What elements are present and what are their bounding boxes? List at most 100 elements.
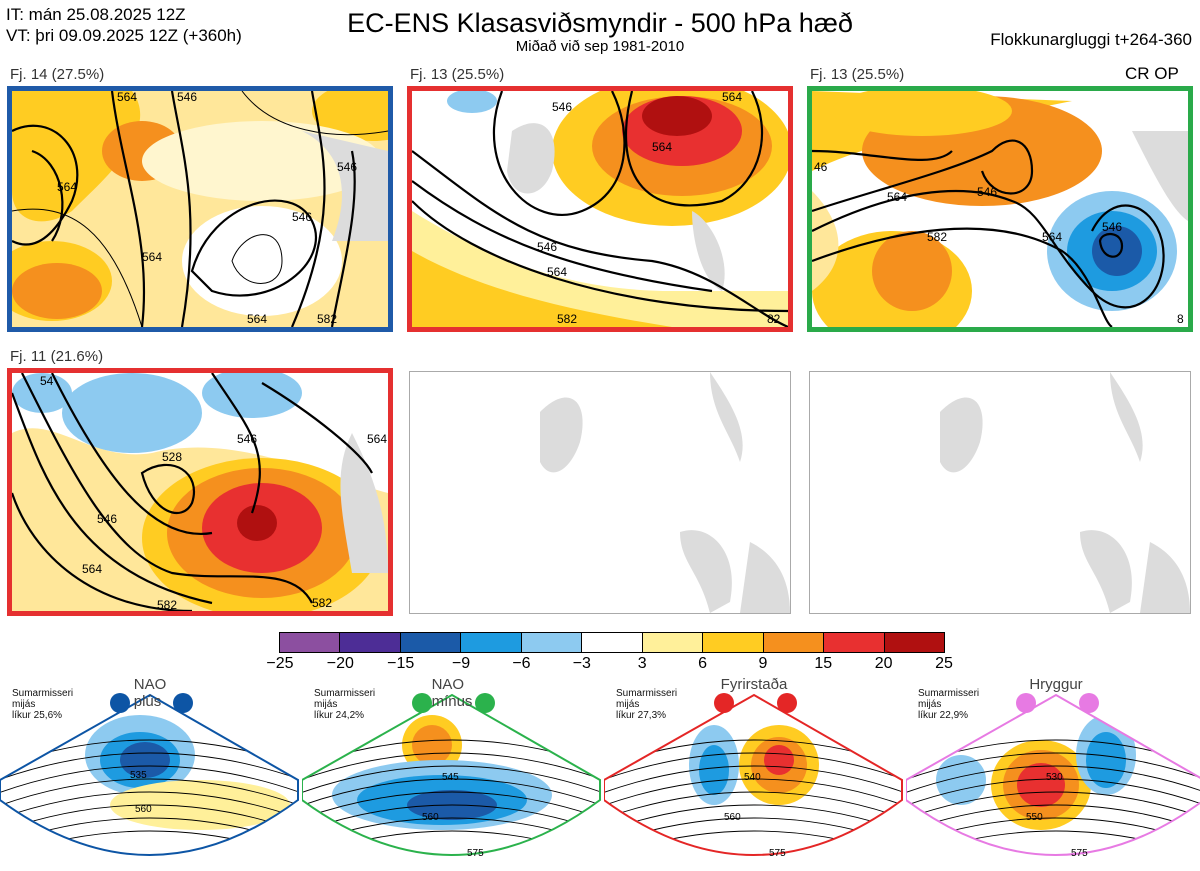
colorbar-tick-label: 9 xyxy=(758,655,768,672)
colorbar-tick-label: 3 xyxy=(637,655,647,672)
classification-window: Flokkunargluggi t+264-360 xyxy=(990,30,1192,49)
panel-1-label: Fj. 14 (27.5%) xyxy=(10,66,105,83)
regime-contour-label: 575 xyxy=(1071,848,1088,859)
regime-contour-label: 560 xyxy=(422,812,439,823)
contour-label: 564 xyxy=(247,312,267,326)
colorbar-tick-label: 25 xyxy=(935,655,953,672)
contour-label: 546 xyxy=(292,210,312,224)
regime-info-line: mijás xyxy=(12,699,36,710)
panel-3-label: Fj. 13 (25.5%) xyxy=(810,66,905,83)
page-subtitle: Miðað við sep 1981-2010 xyxy=(515,38,685,55)
valid-time: VT: þri 09.09.2025 12Z (+360h) xyxy=(6,26,242,45)
contour-label: 564 xyxy=(547,265,567,279)
contour-label: 546 xyxy=(552,100,572,114)
contour-label: 564 xyxy=(117,91,137,104)
colorbar-tick-label: −6 xyxy=(512,655,531,672)
colorbar-tick-label: −9 xyxy=(451,655,471,672)
regime-info-line: líkur 24,2% xyxy=(314,710,365,721)
colorbar-tick-label: 15 xyxy=(814,655,833,672)
regime-marker xyxy=(714,693,734,713)
regime-info-line: líkur 27,3% xyxy=(616,710,667,721)
regime-marker xyxy=(1016,693,1036,713)
contour-label: 582 xyxy=(312,596,332,610)
regime-info: Sumarmisseri mijás líkur 27,3% xyxy=(616,688,677,721)
contour-label: 582 xyxy=(157,598,177,611)
contour-label: 546 xyxy=(97,512,117,526)
colorbar-segment xyxy=(642,633,704,652)
regime-name: Hryggur xyxy=(1029,676,1083,693)
colorbar-tick-label: −25 xyxy=(266,655,294,672)
cluster-map-3[interactable]: 46 546 564 582 546 564 8 xyxy=(807,86,1193,332)
regime-marker xyxy=(412,693,432,713)
cluster-map-6-empty[interactable] xyxy=(809,371,1191,614)
regime-marker xyxy=(173,693,193,713)
regime-contour-label: 575 xyxy=(769,848,786,859)
regime-info-line: mijás xyxy=(918,699,942,710)
regime-contour-label: 550 xyxy=(1026,812,1043,823)
page-title: EC-ENS Klasasviðsmyndir - 500 hPa hæð xyxy=(347,8,853,38)
colorbar-segment xyxy=(884,633,944,652)
regime-info-line: Sumarmisseri xyxy=(314,688,376,699)
regime-info-line: mijás xyxy=(314,699,338,710)
colorbar-segment xyxy=(521,633,583,652)
regime-contour-label: 545 xyxy=(442,772,459,783)
colorbar-tick-label: −20 xyxy=(326,655,354,672)
colorbar-segment xyxy=(280,633,341,652)
colorbar-tick-label: −3 xyxy=(572,655,591,672)
regime-contour-label: 540 xyxy=(744,772,761,783)
regime-info-line: Sumarmisseri xyxy=(918,688,980,699)
regime-info-line: líkur 22,9% xyxy=(918,710,969,721)
colorbar-segment xyxy=(400,633,462,652)
regime-info: Sumarmisseri mijás líkur 24,2% xyxy=(314,688,375,721)
contour-label: 582 xyxy=(927,230,947,244)
contour-label: 546 xyxy=(977,185,997,199)
contour-label: 564 xyxy=(142,250,162,264)
panel-2-label: Fj. 13 (25.5%) xyxy=(410,66,505,83)
contour-label: 8 xyxy=(1177,312,1184,326)
regime-info-line: Sumarmisseri xyxy=(616,688,678,699)
regime-contour-label: 530 xyxy=(1046,772,1063,783)
init-time: IT: mán 25.08.2025 12Z xyxy=(6,5,186,24)
contour-label: 564 xyxy=(652,140,672,154)
regime-name: NAO mínus xyxy=(431,676,473,710)
contour-label: 46 xyxy=(814,160,828,174)
contour-label: 546 xyxy=(537,240,557,254)
contour-labels-1: 564 546 564 564 546 546 564 582 xyxy=(57,91,357,326)
colorbar-segment xyxy=(582,633,643,652)
cluster-map-5-empty[interactable] xyxy=(409,371,791,614)
colorbar-segment xyxy=(703,633,764,652)
contour-label: 546 xyxy=(237,432,257,446)
regime-info: Sumarmisseri mijás líkur 25,6% xyxy=(12,688,73,721)
regime-name: Fyrirstaða xyxy=(720,676,788,693)
contour-label: 564 xyxy=(57,180,77,194)
header-times: IT: mán 25.08.2025 12Z VT: þri 09.09.202… xyxy=(6,4,242,46)
contour-label: 82 xyxy=(767,312,781,326)
regime-name: NAO plús xyxy=(133,676,167,710)
colorbar-segment xyxy=(461,633,522,652)
regime-contour-label: 575 xyxy=(467,848,484,859)
contour-label: 546 xyxy=(337,160,357,174)
contour-label: 564 xyxy=(367,432,387,446)
regime-marker xyxy=(777,693,797,713)
colorbar-segment xyxy=(340,633,401,652)
panel-4-label: Fj. 11 (21.6%) xyxy=(10,348,104,365)
contour-label: 546 xyxy=(1102,220,1122,234)
colorbar-tick-label: 6 xyxy=(698,655,707,672)
contour-label: 528 xyxy=(162,450,182,464)
regime-contour-label: 535 xyxy=(130,770,147,781)
colorbar-segment xyxy=(763,633,825,652)
cluster-map-4[interactable]: 528 546 564 582 582 546 564 54 xyxy=(7,368,393,616)
contour-label: 54 xyxy=(40,374,54,388)
contour-label: 564 xyxy=(722,91,742,104)
regime-marker xyxy=(110,693,130,713)
regime-info-line: Sumarmisseri xyxy=(12,688,74,699)
regime-contour-label: 560 xyxy=(724,812,741,823)
cluster-map-1[interactable]: 564 546 564 564 546 546 564 582 xyxy=(7,86,393,332)
regime-marker xyxy=(475,693,495,713)
regime-info: Sumarmisseri mijás líkur 22,9% xyxy=(918,688,979,721)
cluster-map-2[interactable]: 546 564 564 546 564 582 82 xyxy=(407,86,793,332)
regime-info-line: mijás xyxy=(616,699,640,710)
contour-label: 582 xyxy=(317,312,337,326)
contour-label: 564 xyxy=(82,562,102,576)
colorbar-tick-label: −15 xyxy=(387,655,415,672)
